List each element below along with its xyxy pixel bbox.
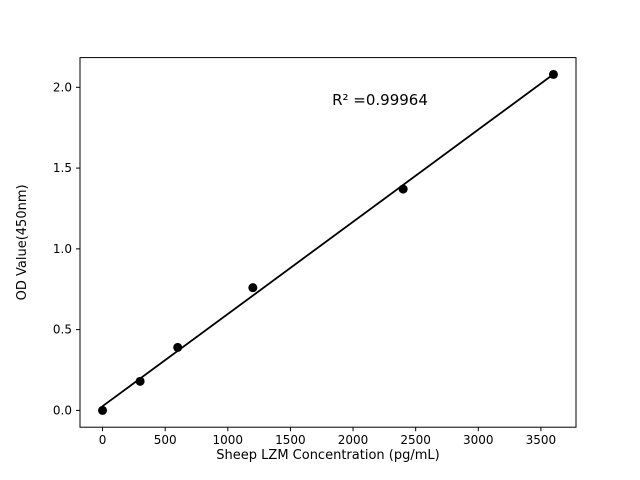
x-tick-label: 1500 xyxy=(275,433,306,447)
data-point xyxy=(135,376,145,386)
y-tick-label: 0.0 xyxy=(53,403,72,417)
x-tick-label: 3000 xyxy=(463,433,494,447)
y-tick-label: 1.5 xyxy=(53,161,72,175)
x-tick-label: 1000 xyxy=(213,433,244,447)
data-point xyxy=(98,405,108,415)
x-tick-label: 2000 xyxy=(338,433,369,447)
data-point xyxy=(398,184,408,194)
y-tick-label: 1.0 xyxy=(53,242,72,256)
x-tick-label: 2500 xyxy=(400,433,431,447)
y-tick-label: 2.0 xyxy=(53,80,72,94)
data-point xyxy=(173,342,183,352)
axes-frame xyxy=(79,57,577,428)
x-axis-label: Sheep LZM Concentration (pg/mL) xyxy=(216,448,439,463)
data-point xyxy=(248,283,258,293)
r-squared-annotation: R² =0.99964 xyxy=(332,91,428,109)
y-axis-label: OD Value(450nm) xyxy=(15,184,30,300)
x-tick-label: 0 xyxy=(99,433,107,447)
y-tick-label: 0.5 xyxy=(53,323,72,337)
x-tick-label: 500 xyxy=(154,433,177,447)
data-point xyxy=(548,69,558,79)
x-tick-label: 3500 xyxy=(526,433,557,447)
